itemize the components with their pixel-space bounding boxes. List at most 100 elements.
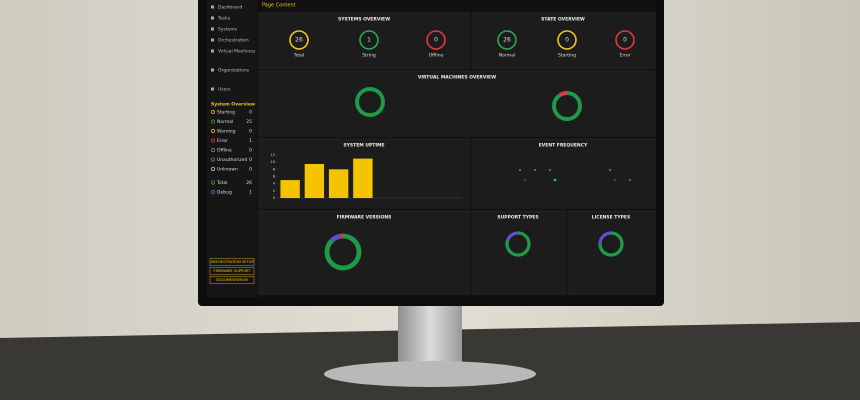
panel: [567, 210, 656, 295]
panel: [471, 210, 566, 295]
ring-value: 26: [503, 37, 511, 44]
status-label: Starting: [217, 110, 235, 116]
panel-title: STATE OVERVIEW: [541, 17, 585, 23]
button[interactable]: [209, 267, 255, 275]
ring-label: Error: [620, 53, 631, 59]
nav-icon: [211, 5, 214, 9]
y-tick-label: 0: [273, 196, 275, 200]
status-ring: [289, 30, 309, 50]
status-icon: [211, 167, 215, 171]
status-label: Warning: [217, 129, 236, 135]
ring-label: Offline: [429, 53, 444, 59]
status-label: Error: [217, 138, 228, 144]
y-tick-label: 6: [273, 175, 275, 179]
nav-item[interactable]: Tasks: [217, 16, 231, 22]
ring-label: Normal: [499, 53, 515, 59]
status-count: 0: [249, 148, 252, 154]
nav-item[interactable]: Virtual Machines: [218, 49, 256, 55]
status-icon: [211, 157, 215, 162]
status-icon: [211, 129, 215, 133]
button-label: DOCUMENTATION: [216, 278, 248, 282]
stand-neck: [398, 300, 462, 368]
nav-icon: [211, 16, 214, 20]
y-tick-label: 10: [271, 160, 275, 164]
status-count: 0: [249, 157, 252, 163]
status-count: 1: [249, 190, 252, 196]
status-label: Total: [216, 180, 228, 186]
section-title: System Overview: [211, 102, 255, 108]
status-count: 25: [246, 119, 252, 125]
panel-title: FIRMWARE VERSIONS: [337, 215, 392, 221]
donut-segment: [552, 91, 582, 121]
status-count: 1: [249, 138, 252, 144]
panel: [258, 12, 470, 69]
ring-value: 0: [434, 37, 438, 44]
y-tick-label: 8: [273, 167, 275, 171]
stand-base: [324, 361, 536, 387]
ring-value: 26: [295, 37, 303, 44]
bar: [280, 180, 300, 198]
status-icon: [211, 110, 215, 114]
button-label: ORCHESTRATION SETUP: [210, 260, 254, 264]
status-label: Normal: [217, 119, 233, 125]
nav-item[interactable]: Users: [218, 87, 231, 93]
ring-value: 0: [565, 37, 569, 44]
sidebar: [207, 0, 257, 297]
panel: [258, 210, 470, 295]
y-tick-label: 4: [273, 182, 276, 186]
button[interactable]: [209, 258, 255, 266]
status-icon: [211, 190, 215, 194]
button-label: FIRMWARE SUPPORT: [214, 269, 252, 273]
panel: [471, 138, 656, 209]
event-dots: [480, 159, 650, 182]
panel: [471, 12, 656, 69]
page-title: Page Content: [262, 3, 296, 9]
donut-segment: [355, 87, 385, 117]
y-tick-label: 2: [273, 189, 275, 193]
donut-segment: [324, 233, 362, 271]
ring-label: String: [362, 53, 376, 59]
panel-title: VIRTUAL MACHINES OVERVIEW: [418, 75, 496, 81]
panel-title: EVENT FREQUENCY: [539, 143, 588, 149]
panel-title: LICENSE TYPES: [592, 215, 631, 221]
nav-icon: [211, 49, 214, 53]
nav-item[interactable]: Orchestration: [218, 38, 249, 44]
nav-item[interactable]: Systems: [218, 27, 238, 33]
status-count: 0: [249, 129, 252, 135]
nav-icon: [211, 68, 214, 72]
status-count: 0: [249, 167, 252, 173]
status-icon: [211, 138, 215, 143]
status-label: Offline: [217, 148, 232, 154]
status-count: 0: [249, 110, 252, 116]
bar: [304, 163, 325, 198]
ring-label: Starting: [558, 53, 576, 59]
nav-icon: [211, 27, 214, 31]
status-label: Unauthorized: [217, 157, 247, 163]
status-icon: [211, 180, 215, 185]
ring-value: 0: [623, 37, 627, 44]
panel-title: SYSTEM UPTIME: [343, 143, 384, 149]
button[interactable]: [209, 276, 255, 284]
nav-item[interactable]: Dashboard: [218, 5, 243, 11]
status-count: 26: [246, 180, 252, 186]
y-tick-label: 12: [271, 153, 275, 157]
panel-title: SUPPORT TYPES: [497, 215, 538, 221]
status-label: Debug: [217, 190, 232, 196]
status-icon: [211, 148, 215, 152]
nav-item[interactable]: Organizations: [218, 68, 250, 74]
panel: [258, 70, 656, 137]
bar: [353, 158, 373, 198]
panel-title: SYSTEMS OVERVIEW: [338, 17, 390, 23]
status-ring: [426, 30, 446, 50]
donut-segment: [598, 231, 624, 257]
nav-icon: [211, 38, 214, 42]
status-label: Unknown: [217, 167, 238, 173]
bar: [328, 169, 349, 198]
status-icon: [211, 119, 215, 124]
top-bar: [257, 0, 656, 10]
status-ring: [557, 30, 577, 50]
nav-icon: [211, 87, 214, 91]
ring-value: 1: [367, 37, 371, 44]
ring-label: Total: [293, 53, 305, 59]
